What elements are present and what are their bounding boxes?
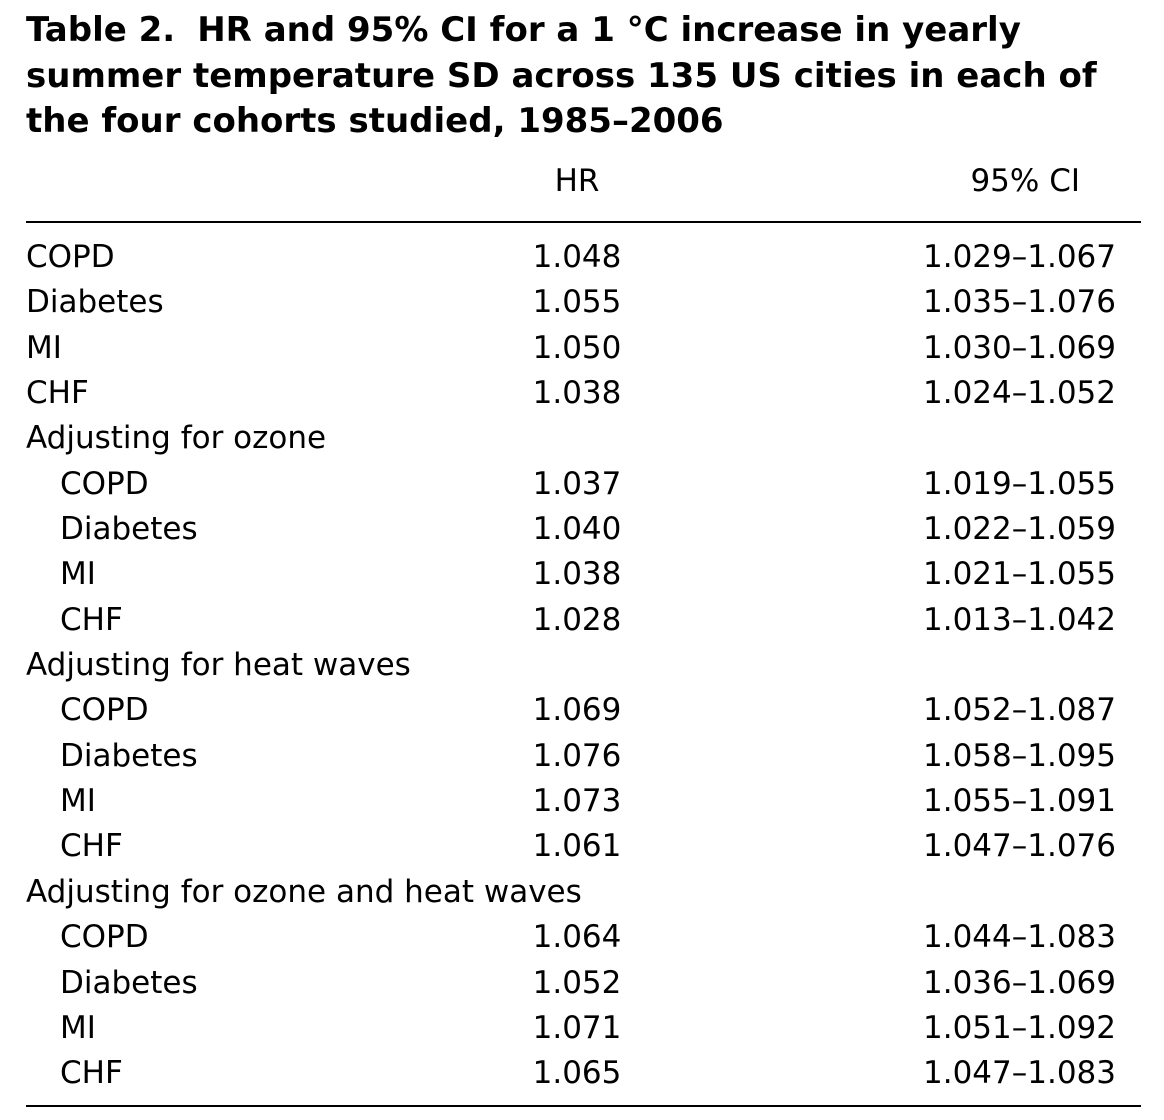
ci-cell: 1.051–1.092 [923, 1009, 1116, 1046]
ci-cell: 1.035–1.076 [923, 284, 1116, 321]
row-label: COPD [60, 692, 149, 729]
table-body: COPD 1.048 1.029–1.067 Diabetes 1.055 1.035–1… [0, 235, 1164, 1097]
header-hr: HR [554, 163, 600, 199]
table-row: CHF 1.061 1.047–1.076 [0, 824, 1164, 869]
table-row: MI 1.050 1.030–1.069 [0, 326, 1164, 371]
hr-cell: 1.038 [532, 375, 622, 412]
hr-cell: 1.052 [532, 964, 622, 1001]
hr-cell: 1.037 [532, 465, 622, 502]
hr-cell: 1.069 [532, 692, 622, 729]
table-row: COPD 1.069 1.052–1.087 [0, 688, 1164, 733]
hr-cell: 1.055 [532, 284, 622, 321]
row-label: MI [60, 556, 96, 593]
hr-cell: 1.061 [532, 828, 622, 865]
ci-cell: 1.047–1.076 [923, 828, 1116, 865]
header-ci: 95% CI [970, 163, 1080, 199]
table-row: COPD 1.037 1.019–1.055 [0, 462, 1164, 507]
table-row: MI 1.038 1.021–1.055 [0, 552, 1164, 597]
hr-cell: 1.064 [532, 919, 622, 956]
table-label: Table 2. [26, 10, 176, 50]
row-label: CHF [60, 828, 123, 865]
ci-cell: 1.052–1.087 [923, 692, 1116, 729]
ci-cell: 1.029–1.067 [923, 239, 1116, 275]
hr-cell: 1.073 [532, 783, 622, 820]
ci-cell: 1.047–1.083 [923, 1055, 1116, 1092]
hr-cell: 1.076 [532, 737, 622, 774]
table-section-row: Adjusting for ozone and heat waves [0, 870, 1164, 915]
ci-cell: 1.022–1.059 [923, 511, 1116, 548]
hr-cell: 1.028 [532, 601, 622, 638]
table-header-row: HR 95% CI [0, 163, 1164, 209]
row-label: MI [60, 783, 96, 820]
row-label: MI [60, 1009, 96, 1046]
row-label: Diabetes [60, 964, 198, 1001]
ci-cell: 1.013–1.042 [923, 601, 1116, 638]
row-label: COPD [26, 239, 115, 275]
ci-cell: 1.030–1.069 [923, 329, 1116, 366]
table-caption: HR and 95% CI for a 1 °C increase in yea… [26, 10, 1097, 141]
table-row: CHF 1.065 1.047–1.083 [0, 1051, 1164, 1096]
hr-cell: 1.040 [532, 511, 622, 548]
table-row: COPD 1.064 1.044–1.083 [0, 915, 1164, 960]
hr-cell: 1.048 [532, 239, 622, 275]
hr-cell: 1.050 [532, 329, 622, 366]
section-label: Adjusting for ozone and heat waves [26, 873, 582, 910]
section-label: Adjusting for heat waves [26, 647, 411, 684]
hr-cell: 1.071 [532, 1009, 622, 1046]
table-row: Diabetes 1.055 1.035–1.076 [0, 280, 1164, 325]
hr-cell: 1.038 [532, 556, 622, 593]
table-row: Diabetes 1.040 1.022–1.059 [0, 507, 1164, 552]
table-row: MI 1.071 1.051–1.092 [0, 1006, 1164, 1051]
row-label: Diabetes [60, 737, 198, 774]
row-label: CHF [60, 601, 123, 638]
ci-cell: 1.021–1.055 [923, 556, 1116, 593]
table-row: COPD 1.048 1.029–1.067 [0, 235, 1164, 280]
row-label: CHF [60, 1055, 123, 1092]
table-top-rule [26, 221, 1141, 223]
ci-cell: 1.019–1.055 [923, 465, 1116, 502]
row-label: CHF [26, 375, 89, 412]
hr-cell: 1.065 [532, 1055, 622, 1092]
section-label: Adjusting for ozone [26, 420, 327, 457]
row-label: COPD [60, 465, 149, 502]
ci-cell: 1.024–1.052 [923, 375, 1116, 412]
table-row: Diabetes 1.076 1.058–1.095 [0, 734, 1164, 779]
ci-cell: 1.036–1.069 [923, 964, 1116, 1001]
row-label: Diabetes [26, 284, 164, 321]
ci-cell: 1.044–1.083 [923, 919, 1116, 956]
table-row: MI 1.073 1.055–1.091 [0, 779, 1164, 824]
table-bottom-rule [26, 1105, 1141, 1107]
table-row: CHF 1.028 1.013–1.042 [0, 598, 1164, 643]
table-row: Diabetes 1.052 1.036–1.069 [0, 961, 1164, 1006]
ci-cell: 1.058–1.095 [923, 737, 1116, 774]
table-section-row: Adjusting for ozone [0, 416, 1164, 461]
table-title: Table 2. HR and 95% CI for a 1 °C increas… [26, 8, 1136, 145]
table-row: CHF 1.038 1.024–1.052 [0, 371, 1164, 416]
table-section-row: Adjusting for heat waves [0, 643, 1164, 688]
row-label: Diabetes [60, 511, 198, 548]
ci-cell: 1.055–1.091 [923, 783, 1116, 820]
row-label: COPD [60, 919, 149, 956]
row-label: MI [26, 329, 62, 366]
